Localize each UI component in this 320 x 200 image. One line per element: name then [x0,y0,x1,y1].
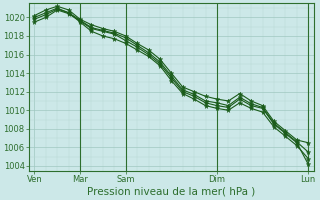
X-axis label: Pression niveau de la mer( hPa ): Pression niveau de la mer( hPa ) [87,187,255,197]
